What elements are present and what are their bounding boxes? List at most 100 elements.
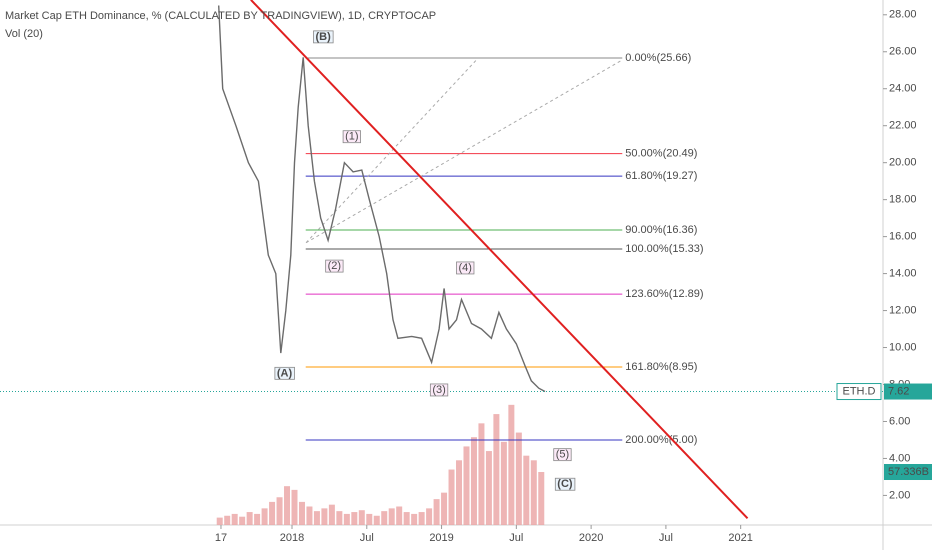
y-tick-label: 12.00 bbox=[889, 304, 917, 316]
volume-bar bbox=[343, 513, 350, 525]
volume-bar bbox=[478, 423, 485, 525]
price-badge bbox=[884, 383, 932, 400]
x-tick-label: 17 bbox=[215, 532, 227, 544]
volume-bar bbox=[456, 460, 463, 525]
x-tick-label: 2020 bbox=[579, 532, 603, 544]
volume-bar bbox=[373, 515, 380, 525]
y-tick-label: 6.00 bbox=[889, 415, 910, 427]
volume-bar bbox=[224, 515, 231, 525]
fib-label: 161.80%(8.95) bbox=[625, 361, 697, 373]
volume-bar bbox=[485, 451, 492, 525]
fib-label: 90.00%(16.36) bbox=[625, 224, 697, 236]
fan-line bbox=[305, 59, 623, 244]
wave-label: (B) bbox=[316, 31, 332, 43]
volume-bar bbox=[254, 513, 261, 525]
volume-bar bbox=[523, 455, 530, 525]
fib-label: 100.00%(15.33) bbox=[625, 243, 703, 255]
wave-box bbox=[554, 477, 576, 491]
chart-title: Market Cap ETH Dominance, % (CALCULATED … bbox=[5, 10, 436, 22]
fib-label: 123.60%(12.89) bbox=[625, 288, 703, 300]
x-tick-label: Jul bbox=[360, 532, 374, 544]
volume-badge bbox=[884, 464, 932, 481]
volume-bar bbox=[321, 508, 328, 525]
y-tick-label: 4.00 bbox=[889, 452, 910, 464]
fib-label: 50.00%(20.49) bbox=[625, 148, 697, 160]
wave-box bbox=[325, 259, 344, 273]
volume-bar bbox=[336, 511, 343, 525]
wave-box bbox=[342, 130, 361, 144]
wave-box bbox=[313, 30, 334, 44]
volume-bar bbox=[313, 511, 320, 525]
y-tick-label: 14.00 bbox=[889, 267, 917, 279]
wave-label: (2) bbox=[328, 260, 341, 272]
volume-bar bbox=[403, 512, 410, 525]
volume-bar bbox=[411, 513, 418, 525]
wave-box bbox=[456, 261, 475, 275]
volume-bar bbox=[276, 497, 283, 525]
volume-last-label: 57.336B bbox=[888, 466, 929, 478]
volume-bar bbox=[530, 460, 537, 525]
volume-bar bbox=[269, 501, 276, 525]
y-tick-label: 24.00 bbox=[889, 83, 917, 95]
wave-box bbox=[553, 448, 572, 462]
symbol-badge bbox=[836, 383, 882, 401]
volume-bar bbox=[298, 501, 305, 525]
volume-bar bbox=[351, 512, 358, 525]
fib-label: 0.00%(25.66) bbox=[625, 52, 691, 64]
volume-bar bbox=[366, 513, 373, 525]
volume-bar bbox=[470, 437, 477, 525]
volume-bar bbox=[463, 446, 470, 525]
volume-bar bbox=[328, 504, 335, 525]
volume-bar bbox=[358, 510, 365, 525]
x-tick-label: Jul bbox=[659, 532, 673, 544]
wave-box bbox=[274, 366, 295, 380]
fib-label: 200.00%(5.00) bbox=[625, 434, 697, 446]
volume-bar bbox=[388, 508, 395, 525]
volume-bar bbox=[216, 517, 223, 525]
wave-label: (1) bbox=[345, 131, 358, 143]
volume-bar bbox=[500, 441, 507, 525]
wave-label: (3) bbox=[432, 384, 445, 396]
volume-bar bbox=[306, 506, 313, 525]
last-price-label: 7.62 bbox=[888, 385, 909, 397]
wave-label: (4) bbox=[459, 262, 472, 274]
volume-bar bbox=[396, 506, 403, 525]
volume-bar bbox=[508, 404, 515, 525]
volume-bar bbox=[418, 512, 425, 525]
y-tick-label: 18.00 bbox=[889, 194, 917, 206]
volume-bar bbox=[291, 489, 298, 525]
volume-bar bbox=[284, 486, 291, 525]
trendline bbox=[250, 0, 749, 520]
y-tick-label: 16.00 bbox=[889, 231, 917, 243]
x-tick-label: 2019 bbox=[429, 532, 453, 544]
wave-box bbox=[429, 383, 449, 397]
y-tick-label: 2.00 bbox=[889, 489, 910, 501]
symbol-label: ETH.D bbox=[843, 385, 876, 397]
wave-label: (A) bbox=[277, 367, 293, 379]
y-tick-label: 10.00 bbox=[889, 341, 917, 353]
volume-bar bbox=[493, 414, 500, 525]
volume-bar bbox=[433, 499, 440, 525]
volume-bar bbox=[231, 513, 238, 525]
volume-bar bbox=[426, 508, 433, 525]
volume-bar bbox=[448, 469, 455, 525]
y-tick-label: 26.00 bbox=[889, 46, 917, 58]
volume-bar bbox=[515, 432, 522, 525]
volume-bar bbox=[441, 492, 448, 525]
volume-bar bbox=[246, 512, 253, 525]
y-tick-label: 28.00 bbox=[889, 9, 917, 21]
x-tick-label: 2018 bbox=[280, 532, 304, 544]
x-tick-label: Jul bbox=[509, 532, 523, 544]
volume-label: Vol (20) bbox=[5, 28, 43, 40]
x-tick-label: 2021 bbox=[728, 532, 752, 544]
price-line bbox=[218, 5, 546, 393]
fib-label: 61.80%(19.27) bbox=[625, 170, 697, 182]
volume-bar bbox=[381, 511, 388, 525]
wave-label: (C) bbox=[557, 478, 573, 490]
wave-label: (5) bbox=[556, 449, 569, 461]
volume-bar bbox=[538, 472, 545, 525]
volume-bar bbox=[261, 508, 268, 525]
y-tick-label: 22.00 bbox=[889, 120, 917, 132]
